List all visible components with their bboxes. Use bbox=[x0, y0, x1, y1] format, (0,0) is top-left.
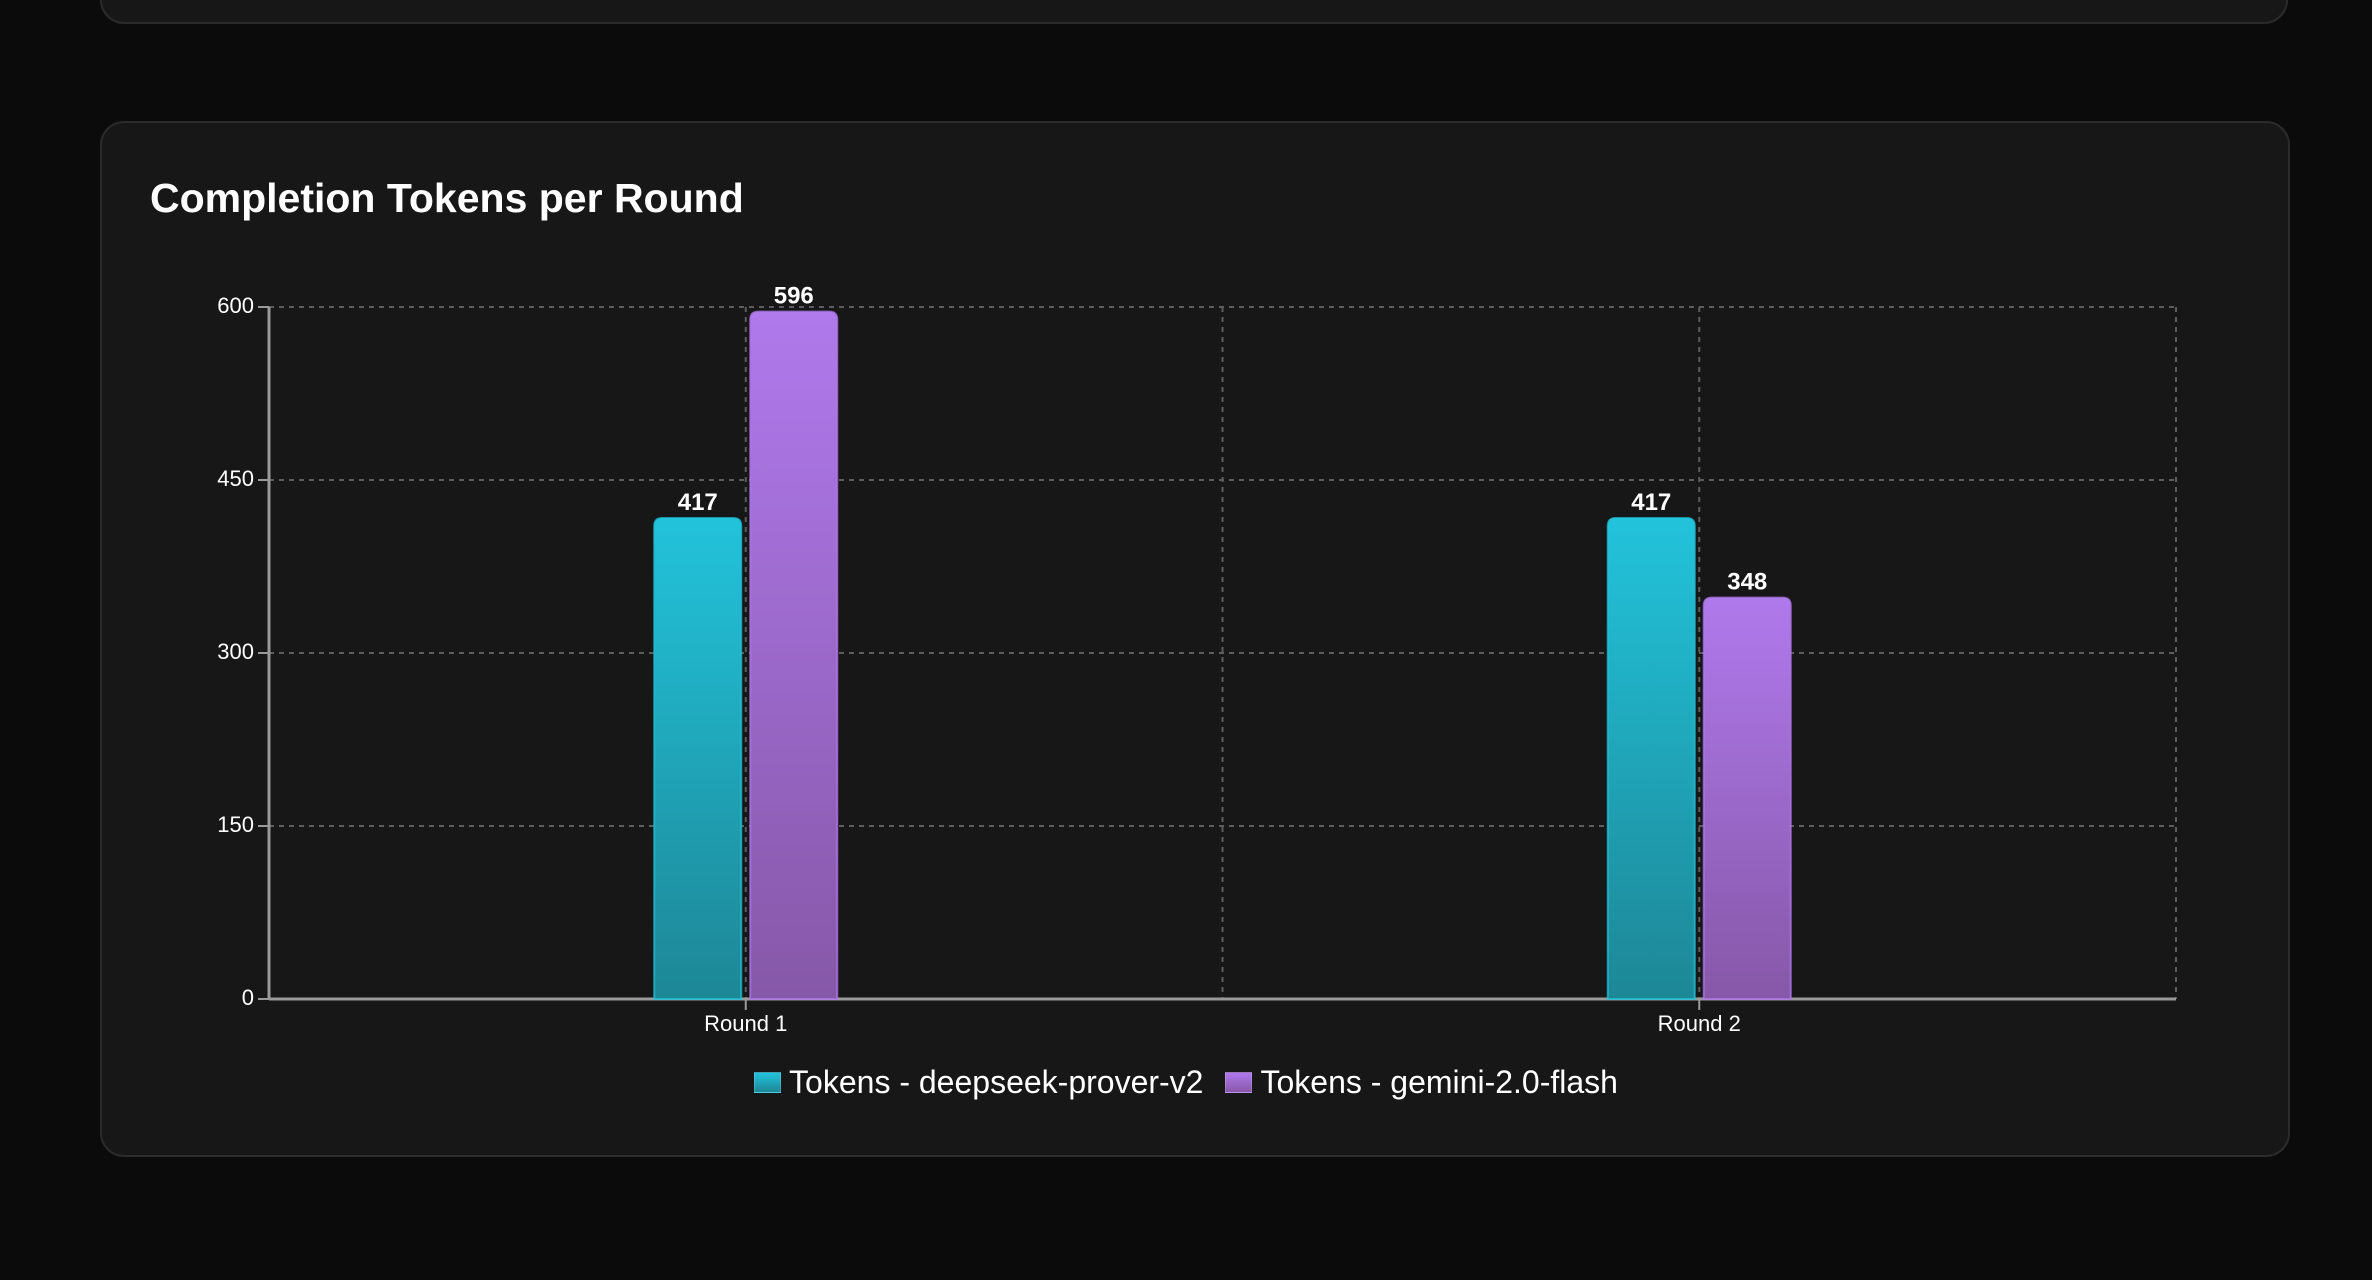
bar-value-label: 417 bbox=[1631, 489, 1671, 516]
y-axis-tick-label: 0 bbox=[242, 985, 254, 1010]
bar[interactable] bbox=[1702, 596, 1792, 1000]
completion-tokens-card bbox=[100, 121, 2290, 1157]
bar-value-label: 348 bbox=[1727, 569, 1767, 596]
chart-bars bbox=[653, 310, 1792, 1000]
legend-swatch bbox=[754, 1071, 782, 1093]
legend-label: Tokens - gemini-2.0-flash bbox=[1260, 1064, 1618, 1100]
chart-labels: 0 150 300 450 600 Round 1 Round 2 417 596 417 348 bbox=[217, 283, 1767, 1036]
chart-title: Completion Tokens per Round bbox=[150, 175, 744, 221]
chart-axes bbox=[258, 306, 2176, 1010]
bar-value-label: 417 bbox=[678, 489, 718, 516]
bar-value-label: 596 bbox=[774, 283, 814, 310]
y-axis-tick-label: 150 bbox=[217, 812, 254, 837]
previous-chart-card bbox=[100, 0, 2288, 24]
y-axis-tick-label: 450 bbox=[217, 466, 254, 491]
legend-item[interactable]: Tokens - gemini-2.0-flash bbox=[1225, 1062, 1618, 1102]
x-axis-category-label: Round 2 bbox=[1658, 1011, 1741, 1036]
chart-grid bbox=[269, 306, 2177, 999]
y-axis-tick-label: 300 bbox=[217, 639, 254, 664]
legend-item[interactable]: Tokens - deepseek-prover-v2 bbox=[754, 1062, 1203, 1102]
bar[interactable] bbox=[1606, 517, 1696, 1000]
y-axis-tick-label: 600 bbox=[217, 293, 254, 318]
bar[interactable] bbox=[749, 310, 839, 1000]
legend-label: Tokens - deepseek-prover-v2 bbox=[789, 1064, 1204, 1100]
chart-legend: Tokens - deepseek-prover-v2 Tokens - gemi… bbox=[0, 1058, 2372, 1106]
bar[interactable] bbox=[653, 517, 743, 1000]
legend-swatch bbox=[1225, 1071, 1253, 1093]
x-axis-category-label: Round 1 bbox=[704, 1011, 787, 1036]
